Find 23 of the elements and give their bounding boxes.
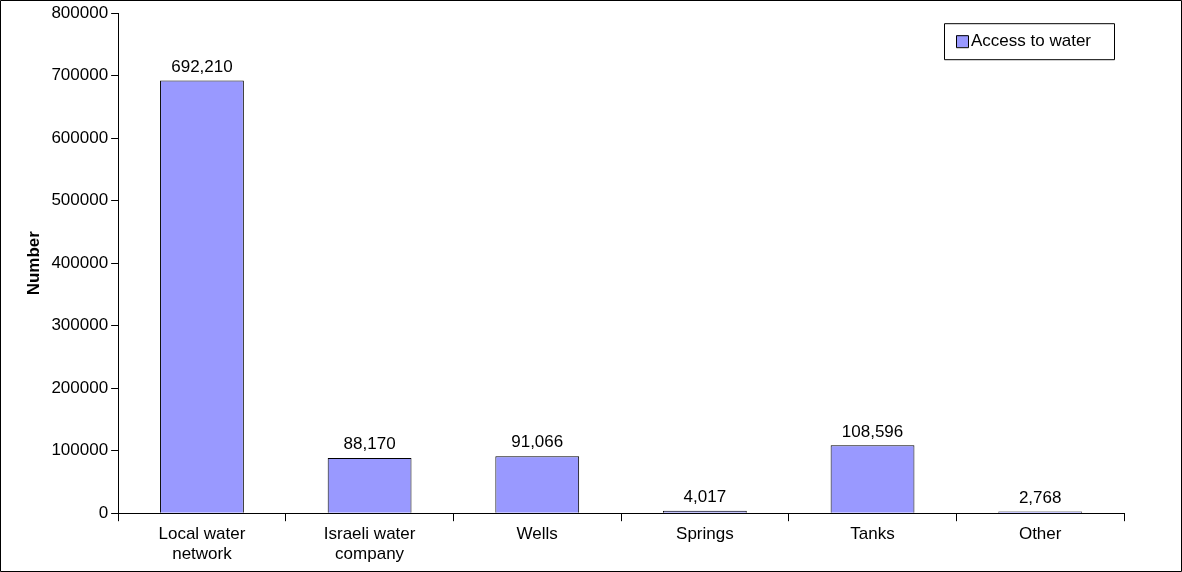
data-label: 692,210 [171, 56, 233, 76]
y-tick-label: 200000 [51, 377, 109, 397]
data-label: 4,017 [683, 486, 727, 506]
y-axis-title: Number [23, 230, 43, 296]
y-tick-label: 700000 [51, 65, 109, 85]
x-tick-label: Local water network [158, 524, 246, 564]
y-tick-label: 400000 [51, 252, 109, 272]
y-tick-label: 500000 [51, 190, 109, 210]
legend-label: Access to water [971, 30, 1092, 50]
data-label: 108,596 [841, 421, 904, 441]
x-tick-label: Tanks [850, 524, 895, 544]
y-tick-label: 100000 [51, 440, 109, 460]
y-tick-label: 0 [98, 502, 109, 522]
x-tick-label: Springs [676, 524, 734, 544]
data-label: 2,768 [1018, 487, 1062, 507]
x-tick-label: Wells [516, 524, 558, 544]
y-tick-label: 300000 [51, 315, 109, 335]
x-tick-label: Israeli water company [323, 524, 416, 564]
data-label: 91,066 [511, 432, 564, 452]
x-tick-label: Other [1018, 524, 1062, 544]
y-tick-label: 800000 [51, 2, 109, 22]
data-label: 88,170 [343, 434, 396, 454]
y-tick-label: 600000 [51, 127, 109, 147]
